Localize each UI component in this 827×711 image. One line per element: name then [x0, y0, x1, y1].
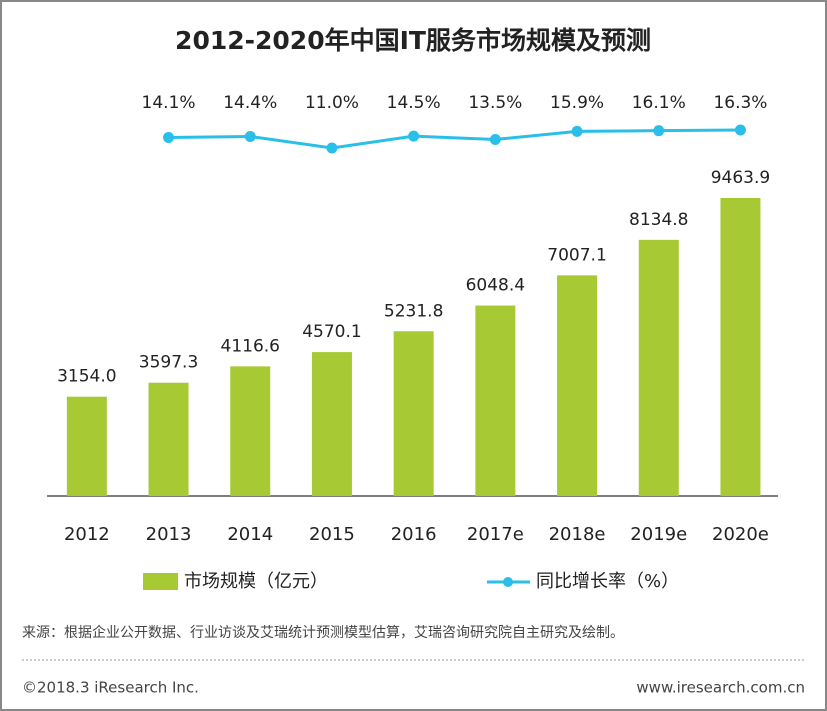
bar	[475, 305, 516, 496]
line-point	[326, 142, 338, 154]
bar	[66, 396, 107, 496]
line-point	[653, 125, 665, 137]
legend-label: 市场规模（亿元）	[184, 571, 328, 592]
bar	[148, 382, 189, 496]
x-tick-label: 2015	[309, 524, 355, 545]
data-label: 8134.8	[629, 210, 688, 230]
data-label: 5231.8	[384, 301, 443, 321]
data-label: 15.9%	[550, 93, 604, 113]
bar	[557, 275, 598, 496]
x-tick-label: 2016	[391, 524, 437, 545]
data-label: 14.1%	[142, 93, 196, 113]
line-point	[571, 125, 583, 137]
data-label: 13.5%	[468, 93, 522, 113]
x-tick-label: 2019e	[630, 524, 687, 545]
data-label: 16.1%	[632, 93, 686, 113]
x-tick-label: 2017e	[467, 524, 524, 545]
data-label: 4116.6	[221, 336, 280, 356]
line-point	[163, 131, 175, 143]
data-label: 14.5%	[387, 93, 441, 113]
x-tick-label: 2018e	[549, 524, 606, 545]
x-tick-label: 2014	[227, 524, 273, 545]
bar	[638, 239, 679, 496]
data-label: 3597.3	[139, 353, 198, 373]
line-point	[408, 130, 420, 142]
legend-swatch	[503, 577, 513, 587]
website: www.iresearch.com.cn	[636, 679, 805, 697]
data-label: 7007.1	[547, 245, 606, 265]
legend-swatch	[143, 573, 178, 590]
bar	[230, 366, 271, 496]
data-label: 3154.0	[57, 367, 116, 387]
line-point	[734, 124, 746, 136]
line-point	[244, 130, 256, 142]
data-label: 11.0%	[305, 93, 359, 113]
source-note: 来源：根据企业公开数据、行业访谈及艾瑞统计预测模型估算，艾瑞咨询研究院自主研究及…	[22, 624, 624, 641]
data-label: 6048.4	[466, 276, 525, 296]
data-label: 4570.1	[302, 322, 361, 342]
bar	[393, 331, 434, 496]
bar	[720, 198, 761, 496]
x-tick-label: 2013	[146, 524, 192, 545]
bar	[311, 352, 352, 496]
legend-label: 同比增长率（%）	[536, 571, 679, 592]
line	[168, 128, 741, 150]
x-tick-label: 2012	[64, 524, 110, 545]
data-label: 9463.9	[711, 168, 770, 188]
data-label: 14.4%	[223, 93, 277, 113]
copyright: ©2018.3 iResearch Inc.	[22, 679, 199, 697]
x-tick-label: 2020e	[712, 524, 769, 545]
data-label: 16.3%	[713, 93, 767, 113]
line-point	[489, 134, 501, 146]
chart-title: 2012-2020年中国IT服务市场规模及预测	[175, 26, 651, 55]
